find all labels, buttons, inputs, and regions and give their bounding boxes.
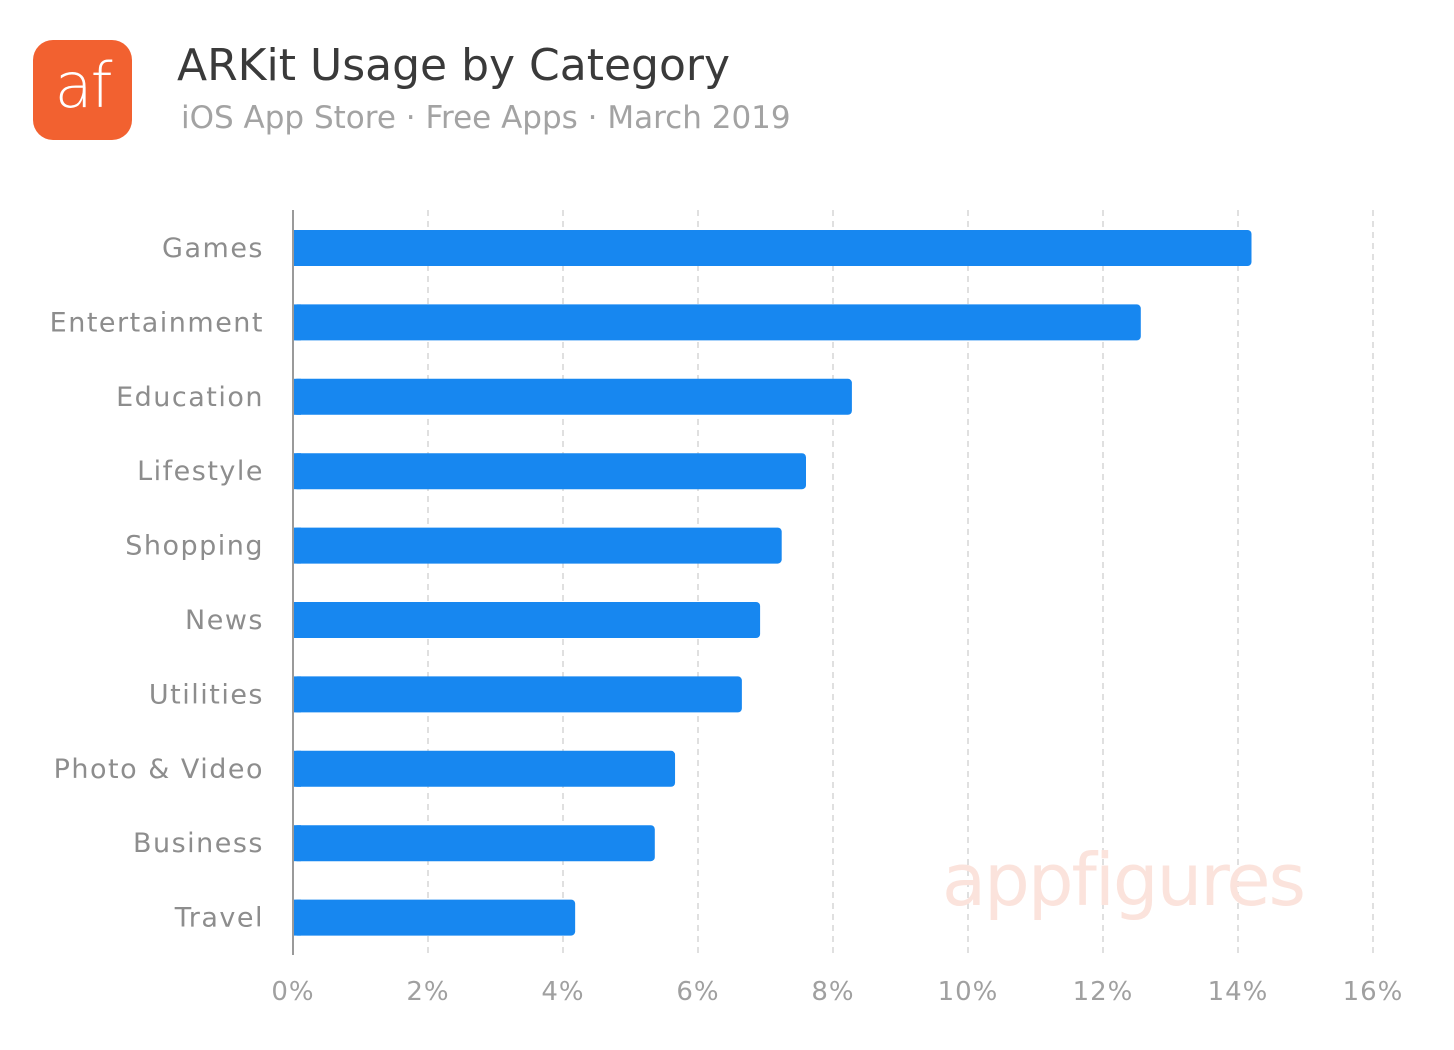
category-label: Entertainment [50,307,264,338]
bar-base [293,378,301,415]
x-tick-label: 14% [1208,977,1269,1007]
bar-base [293,304,301,341]
tick-labels: 0% 2% 4% 6% 8% 10% 12% 14% 16% [271,977,1404,1007]
watermark: appfigures [942,838,1304,922]
category-labels: Games Entertainment Education Lifestyle Shop… [50,233,264,934]
bar [293,899,576,936]
bar-base [293,676,301,713]
bar [293,304,1141,341]
bar-base [293,230,301,266]
category-label: Utilities [149,679,264,710]
chart-title: ARKit Usage by Category [177,40,731,91]
category-label: Education [116,382,264,413]
bar-base [293,453,301,490]
bar-base [293,750,301,787]
x-tick-label: 16% [1343,977,1404,1007]
category-label: Business [133,828,264,859]
logo-text: af [54,49,113,122]
bar [293,453,806,490]
bar [293,527,782,564]
x-tick-label: 0% [271,977,314,1007]
bar [293,378,852,415]
category-label: Lifestyle [137,456,264,487]
category-label: Photo & Video [54,754,264,785]
bar-base [293,899,301,936]
x-tick-label: 12% [1073,977,1134,1007]
bar-base [293,602,301,638]
bar [293,825,655,862]
bar-base [293,527,301,564]
bar-base [293,825,301,862]
appfigures-logo: af [33,40,132,140]
chart-subtitle: iOS App Store · Free Apps · March 2019 [181,100,791,136]
x-tick-label: 10% [938,977,999,1007]
bar [293,676,742,713]
x-tick-label: 8% [811,977,854,1007]
x-tick-label: 6% [676,977,719,1007]
category-label: News [185,605,264,636]
bar [293,750,676,787]
category-label: Travel [174,903,264,934]
bar [293,602,761,638]
category-label: Shopping [125,531,264,562]
x-tick-label: 2% [406,977,449,1007]
x-tick-label: 4% [541,977,584,1007]
category-label: Games [162,233,264,264]
bars [293,230,1252,936]
bar [293,230,1252,266]
